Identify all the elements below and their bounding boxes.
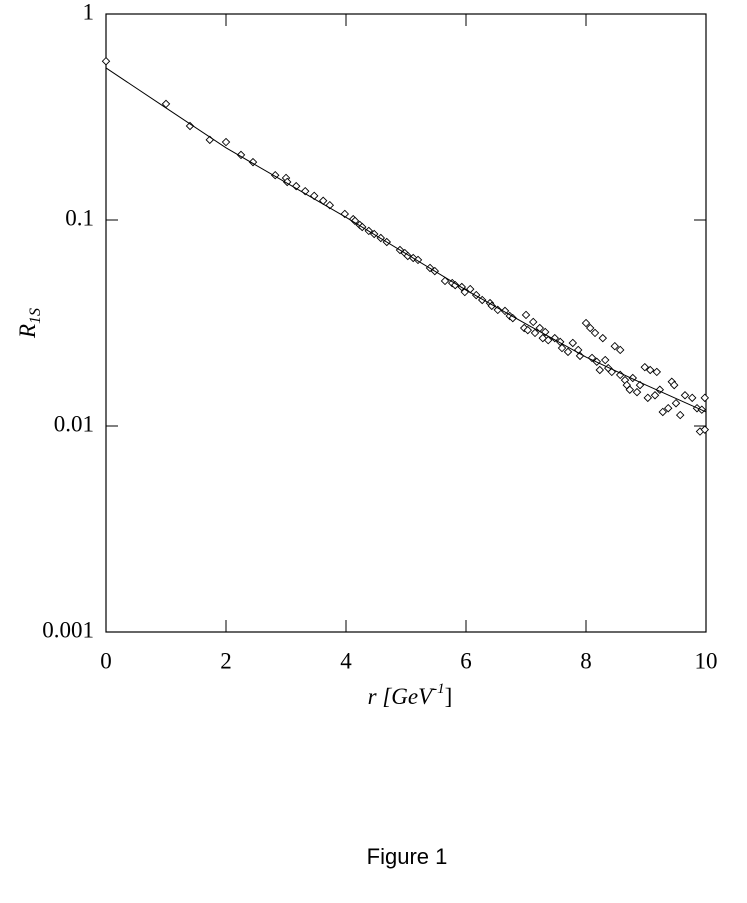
data-point [675, 410, 685, 420]
data-point [615, 345, 625, 355]
x-label-after: ] [445, 684, 453, 709]
data-point [628, 373, 638, 383]
data-point [581, 318, 591, 328]
y-tick-label: 0.01 [54, 411, 94, 436]
data-point [600, 355, 610, 365]
data-point [523, 325, 533, 335]
data-point [413, 255, 423, 265]
data-point [640, 362, 650, 372]
y-tick-label: 0.1 [65, 205, 94, 230]
data-point [519, 323, 529, 333]
data-point [557, 343, 567, 353]
caption: Figure 1 [367, 844, 448, 869]
data-point [350, 216, 360, 226]
data-point [530, 328, 540, 338]
x-tick-label: 2 [220, 648, 232, 673]
data-point [555, 337, 565, 347]
x-tick-label: 10 [695, 648, 718, 673]
y-axis-label: R1S [15, 308, 43, 339]
x-label-sup: -1 [432, 681, 445, 697]
data-point [550, 333, 560, 343]
data-point [487, 301, 497, 311]
data-point [645, 365, 655, 375]
x-tick-label: 0 [100, 648, 112, 673]
data-point [236, 150, 246, 160]
y-label-sub: 1S [27, 308, 44, 324]
x-tick-label: 4 [340, 648, 352, 673]
data-point [598, 333, 608, 343]
data-point [340, 209, 350, 219]
data-point [248, 157, 258, 167]
data-point [587, 353, 597, 363]
y-tick-label: 1 [83, 0, 95, 24]
data-point [300, 186, 310, 196]
data-point [568, 338, 578, 348]
data-point [585, 323, 595, 333]
data-point [563, 347, 573, 357]
data-point [643, 393, 653, 403]
data-point [632, 387, 642, 397]
data-point [185, 121, 195, 131]
data-point [610, 341, 620, 351]
data-point [663, 403, 673, 413]
data-point [700, 425, 710, 434]
data-point [450, 280, 460, 290]
data-point [590, 328, 600, 338]
data-point [658, 407, 668, 417]
fit-line [105, 67, 707, 413]
data-point [650, 391, 660, 400]
data-point [538, 333, 548, 343]
x-tick-label: 6 [460, 648, 472, 673]
data-point [477, 295, 487, 305]
data-point [440, 276, 450, 286]
data-point [595, 365, 605, 375]
x-tick-label: 8 [580, 648, 592, 673]
y-tick-label: 0.001 [42, 617, 94, 642]
data-point [528, 317, 538, 327]
data-point [540, 327, 550, 337]
data-point [543, 335, 553, 345]
x-label-main: r [GeV [368, 684, 435, 709]
data-point [282, 177, 292, 187]
data-point [652, 367, 662, 377]
data-point [508, 313, 518, 323]
data-point [493, 305, 503, 315]
data-point [318, 196, 328, 205]
x-axis-label: r [GeV-1] [368, 681, 453, 709]
data-point [625, 385, 635, 394]
plot-frame [105, 13, 707, 633]
data-point [101, 56, 111, 66]
data-point [669, 380, 679, 390]
data-point [700, 393, 710, 403]
data-point [680, 391, 690, 400]
y-label-main: R [15, 324, 40, 339]
data-point [521, 310, 531, 320]
data-point [221, 137, 231, 147]
data-point [687, 393, 697, 403]
data-point [671, 398, 681, 408]
